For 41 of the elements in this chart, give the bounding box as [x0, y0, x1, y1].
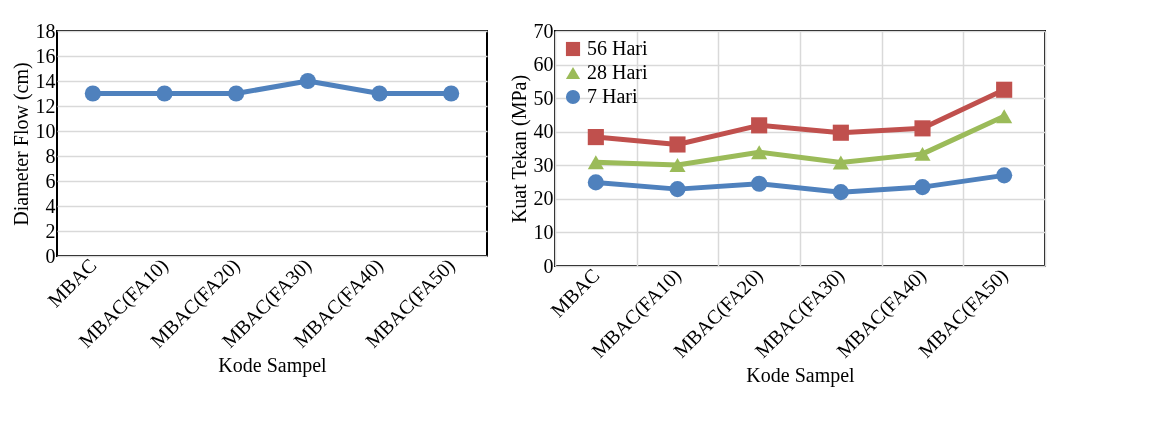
point	[832, 184, 849, 201]
y-tick-label: 4	[45, 194, 56, 217]
point	[669, 181, 686, 198]
x-axis-title: Kode Sampel	[746, 363, 856, 387]
y-tick-label: 30	[533, 153, 554, 176]
y-tick-label: 6	[45, 169, 56, 192]
point	[587, 129, 604, 146]
y-tick-label: 16	[35, 44, 56, 67]
point	[751, 117, 768, 134]
y-tick-label: 10	[35, 119, 56, 142]
y-tick-label: 50	[533, 86, 554, 109]
x-axis-title: Kode Sampel	[218, 353, 328, 377]
y-tick-label: 40	[533, 120, 554, 143]
y-tick-label: 70	[533, 19, 554, 42]
point	[832, 155, 849, 170]
point	[996, 109, 1013, 124]
legend-label: 28 Hari	[587, 61, 648, 83]
y-tick-label: 18	[35, 19, 56, 42]
point	[914, 120, 931, 137]
legend-label: 56 Hari	[587, 37, 648, 59]
y-axis-title: Diameter Flow (cm)	[9, 62, 33, 226]
point	[996, 81, 1013, 98]
y-tick-label: 12	[35, 94, 56, 117]
legend-label: 7 Hari	[587, 85, 638, 107]
y-tick-label: 8	[45, 144, 56, 167]
y-tick-label: 20	[533, 187, 554, 210]
point	[914, 146, 931, 161]
point	[669, 136, 686, 153]
point	[587, 174, 604, 191]
point	[914, 179, 931, 196]
y-tick-label: 60	[533, 53, 554, 76]
y-tick-label: 10	[533, 220, 554, 243]
point	[751, 175, 768, 192]
point	[996, 167, 1013, 184]
point	[751, 145, 768, 160]
y-tick-label: 14	[35, 69, 56, 92]
point	[669, 157, 686, 172]
y-axis-title: Kuat Tekan (MPa)	[507, 74, 531, 224]
point	[587, 155, 604, 170]
y-tick-label: 2	[45, 219, 56, 242]
point	[832, 124, 849, 141]
